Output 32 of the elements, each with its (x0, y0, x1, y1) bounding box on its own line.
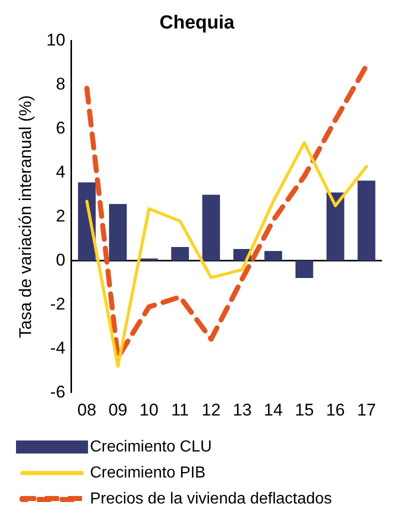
x-tick-label: 16 (326, 400, 345, 420)
bar (358, 180, 376, 261)
x-tick-label: 17 (357, 400, 376, 420)
y-tick-label: -4 (50, 338, 66, 358)
x-tick-label: 08 (77, 400, 96, 420)
bar (202, 194, 220, 261)
bar (295, 260, 314, 278)
x-tick-label: 15 (294, 400, 314, 420)
bar (109, 204, 127, 261)
bar (264, 251, 282, 261)
x-tick-label: 11 (171, 400, 189, 420)
y-tick-label: 0 (56, 250, 66, 270)
y-tick-label: 8 (56, 74, 66, 94)
legend-label: Crecimiento CLU (90, 438, 212, 456)
x-tick-label: 13 (232, 400, 252, 420)
bar (326, 192, 344, 261)
y-tick-label: -2 (50, 294, 66, 314)
legend-label: Crecimiento PIB (90, 464, 206, 482)
chart-title: Chequia (160, 12, 235, 34)
legend-label: Precios de la vivienda deflactados (90, 490, 332, 508)
x-tick-label: 10 (140, 400, 158, 420)
x-tick-label: 14 (264, 400, 283, 420)
y-tick-label: 10 (46, 30, 66, 50)
x-tick-label: 09 (108, 400, 128, 420)
y-tick-label: 2 (56, 206, 66, 226)
bar (171, 247, 189, 261)
y-tick-label: -6 (50, 382, 66, 402)
y-axis-title: Tasa de variación interanual (%) (16, 95, 35, 338)
bar (140, 258, 158, 261)
x-tick-label: 12 (202, 400, 221, 420)
y-tick-label: 6 (56, 118, 66, 138)
y-tick-label: 4 (56, 162, 66, 182)
